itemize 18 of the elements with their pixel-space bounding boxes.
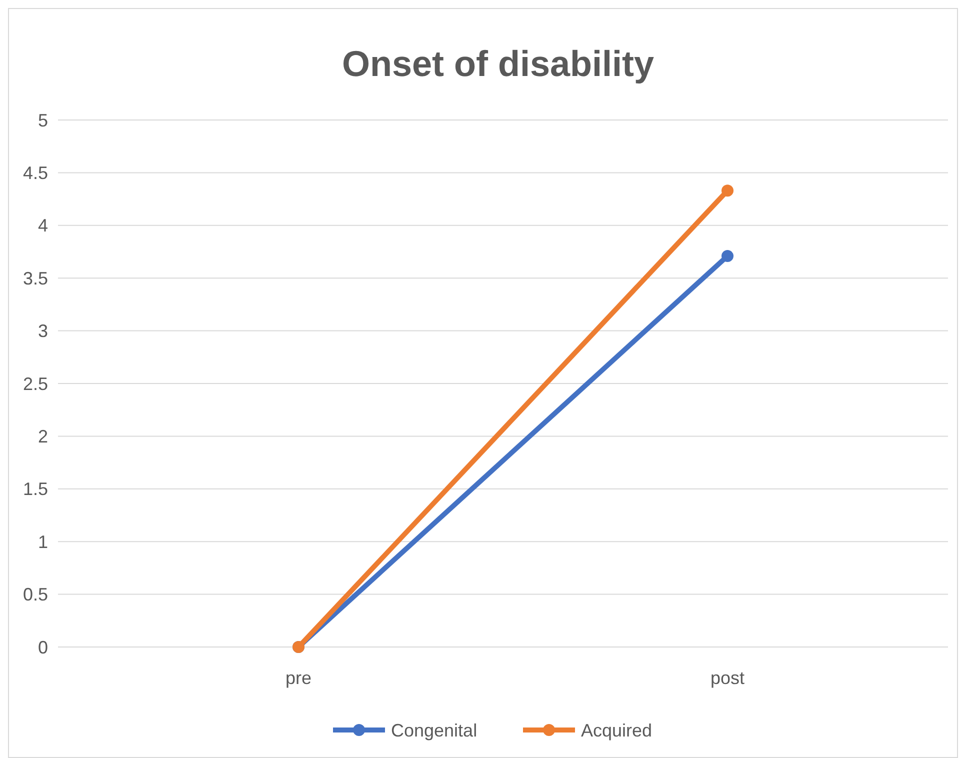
y-tick-label: 0.5 — [22, 584, 48, 605]
chart-title: Onset of disability — [342, 43, 654, 84]
point — [722, 250, 734, 262]
y-tick-label: 3 — [38, 321, 48, 342]
y-tick-label: 2 — [38, 426, 48, 446]
y-tick-label: 4 — [38, 216, 48, 236]
y-tick-label: 3.5 — [22, 268, 48, 288]
x-tick-label: pre — [285, 668, 312, 688]
y-tick-label: 4.5 — [22, 163, 48, 183]
y-tick-label: 5 — [38, 110, 48, 130]
legend-label: Acquired — [581, 720, 652, 740]
y-tick-label: 1 — [38, 532, 48, 552]
x-tick-label: post — [710, 668, 745, 688]
legend-label: Congenital — [391, 720, 478, 740]
y-tick-label: 0 — [38, 637, 48, 658]
y-tick-label: 2.5 — [22, 374, 48, 394]
y-tick-label: 1.5 — [22, 479, 48, 500]
point — [722, 184, 734, 197]
